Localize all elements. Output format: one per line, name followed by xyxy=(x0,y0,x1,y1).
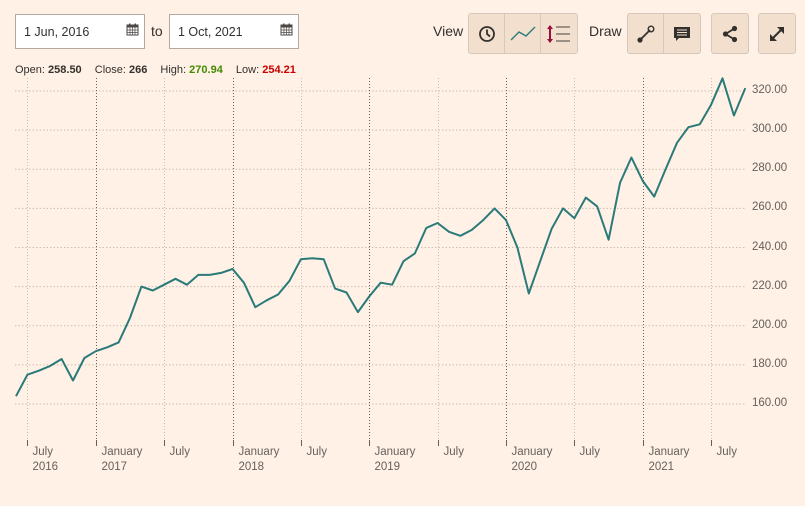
x-tick-year: 2018 xyxy=(238,461,265,473)
open-label: Open: xyxy=(15,64,45,76)
to-date-input[interactable]: 1 Oct, 2021 xyxy=(169,14,299,49)
view-button-group xyxy=(468,13,578,54)
indicators-button[interactable] xyxy=(541,14,577,53)
line-chart-icon xyxy=(510,26,535,40)
draw-label: Draw xyxy=(589,23,622,39)
time-period-button[interactable] xyxy=(469,14,505,53)
to-label: to xyxy=(151,23,163,39)
y-tick-label: 160.00 xyxy=(752,397,788,409)
y-tick-label: 240.00 xyxy=(752,240,788,253)
x-tick-label: July xyxy=(444,445,464,460)
x-tick-year: 2020 xyxy=(511,461,538,473)
calendar-icon[interactable] xyxy=(126,23,139,36)
x-tick-month: July xyxy=(716,446,737,458)
low-label: Low: xyxy=(235,64,260,76)
y-tick-label: 220.00 xyxy=(752,279,788,292)
price-line xyxy=(15,77,747,397)
view-label: View xyxy=(433,23,464,39)
x-tick-month: January xyxy=(648,446,690,458)
chart-type-button[interactable] xyxy=(505,14,541,53)
x-tick-label: January 2020 xyxy=(512,445,553,475)
y-tick-label: 200.00 xyxy=(752,318,788,331)
x-tick-label: July xyxy=(717,445,737,460)
calendar-icon[interactable] xyxy=(280,23,293,36)
comment-icon xyxy=(674,26,690,41)
x-tick-month: July xyxy=(306,446,327,458)
x-tick-year: 2019 xyxy=(374,461,401,473)
close-value: 266 xyxy=(129,64,148,76)
ohlc-summary: Open: 258.50 Close: 266 High: 270.94 Low… xyxy=(15,64,296,76)
x-tick-month: January xyxy=(238,446,280,458)
x-tick-month: January xyxy=(511,446,553,458)
x-tick-month: July xyxy=(579,446,600,458)
x-tick-label: July xyxy=(307,445,327,460)
x-tick-year: 2017 xyxy=(101,461,128,473)
x-tick-year: 2016 xyxy=(32,461,59,473)
add-comment-button[interactable] xyxy=(664,14,700,53)
expand-icon xyxy=(770,26,784,41)
draw-line-button[interactable] xyxy=(628,14,664,53)
y-tick-label: 180.00 xyxy=(752,357,788,370)
x-tick-label: July xyxy=(580,445,600,460)
close-label: Close: xyxy=(94,64,126,76)
expand-button-group xyxy=(758,13,796,54)
x-tick-label: January 2017 xyxy=(102,445,143,475)
open-value: 258.50 xyxy=(48,64,82,76)
share-button-group xyxy=(711,13,749,54)
x-tick-month: January xyxy=(101,446,143,458)
draw-button-group xyxy=(627,13,701,54)
x-tick-month: July xyxy=(32,446,53,458)
x-tick-month: July xyxy=(443,446,464,458)
clock-icon xyxy=(478,25,495,42)
y-tick-label: 260.00 xyxy=(752,201,788,214)
to-date-value: 1 Oct, 2021 xyxy=(178,24,243,39)
from-date-input[interactable]: 1 Jun, 2016 xyxy=(15,14,145,49)
low-value: 254.21 xyxy=(262,64,296,76)
share-icon xyxy=(722,25,738,42)
share-button[interactable] xyxy=(712,14,748,53)
y-tick-label: 300.00 xyxy=(752,123,788,136)
x-tick-label: January 2021 xyxy=(649,445,690,475)
high-value: 270.94 xyxy=(189,64,223,76)
x-tick-month: July xyxy=(169,446,190,458)
x-tick-label: January 2019 xyxy=(375,445,416,475)
x-tick-label: January 2018 xyxy=(239,445,280,475)
line-draw-icon xyxy=(636,25,654,43)
indicators-icon xyxy=(547,24,570,43)
x-tick-year: 2021 xyxy=(648,461,675,473)
y-tick-label: 320.00 xyxy=(752,84,788,96)
x-tick-label: July xyxy=(170,445,190,460)
y-tick-label: 280.00 xyxy=(752,162,788,175)
x-tick-label: July 2016 xyxy=(33,445,59,475)
high-label: High: xyxy=(160,64,187,76)
from-date-value: 1 Jun, 2016 xyxy=(24,24,90,39)
x-tick-month: January xyxy=(374,446,416,458)
chart-grid xyxy=(15,78,745,446)
fullscreen-button[interactable] xyxy=(759,14,795,53)
